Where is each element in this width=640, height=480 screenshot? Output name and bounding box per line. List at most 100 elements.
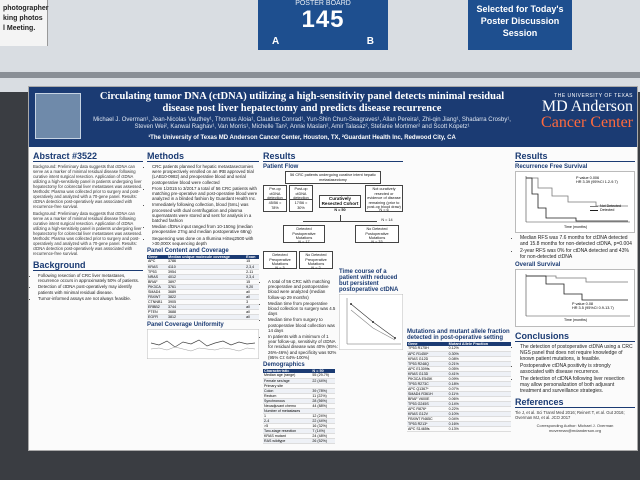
table-row: Median age (range) 55 (29-79): [263, 373, 335, 379]
table-cell: TP53 G245S: [407, 401, 448, 407]
table-cell: Neoadjuvant chemo: [263, 403, 312, 409]
table-cell: [311, 383, 335, 389]
table-cell: KRAS mutant: [263, 433, 312, 439]
list-item: In patients with a minimum of 1 year fol…: [268, 334, 338, 360]
table-cell: TP53: [147, 269, 168, 275]
table-cell: NRAS: [147, 274, 168, 280]
table-header: Characteristic: [263, 369, 312, 374]
table-cell: 0.22%: [447, 406, 511, 412]
poster-header: Circulating tumor DNA (ctDNA) utilizing …: [29, 87, 637, 147]
table-cell: 15: [245, 259, 259, 265]
column-survival: Results Recurrence Free Survival P value…: [515, 151, 635, 446]
table-cell: 3761: [167, 284, 246, 290]
table-cell: 0.21%: [447, 361, 511, 367]
table-cell: all: [245, 304, 259, 310]
table-row: APC R1450* 0.30%: [407, 351, 511, 357]
column-results: Results Patient Flow 56 CRC patients und…: [263, 151, 404, 446]
table-cell: 1: [263, 413, 312, 419]
poster-board-label: POSTER BOARD: [295, 0, 351, 7]
poster-title: Circulating tumor DNA (ctDNA) utilizing …: [99, 91, 505, 114]
patient-flow-diagram: 56 CRC patients undergoing curative inte…: [263, 171, 403, 279]
flow-box-nodet-pre: No Detected Preoperative Mutations: [299, 251, 333, 269]
coverage-uniformity-plot: [146, 328, 260, 360]
table-cell: 7 (14%): [311, 428, 335, 434]
table-cell: PIK3CA: [147, 284, 168, 290]
table-cell: 12 (24%): [311, 413, 335, 419]
rfs-list: Median RFS was 7.6 months for ctDNA dete…: [520, 235, 635, 260]
flow-box-top: 56 CRC patients undergoing curative inte…: [285, 171, 381, 184]
table-cell: 24 (48%): [311, 433, 335, 439]
methods-heading: Methods: [147, 151, 259, 162]
table-row: KRAS G12V 0.10%: [407, 411, 511, 417]
list-item: The detection of postoperative ctDNA usi…: [520, 344, 635, 362]
table-cell: BRAF V600E: [407, 396, 448, 402]
table-cell: 0.10%: [447, 411, 511, 417]
table-cell: 3: [245, 299, 259, 305]
list-item: The detection of ctDNA following liver r…: [520, 376, 635, 394]
table-cell: 0.30%: [447, 351, 511, 357]
table-cell: 0.14%: [447, 401, 511, 407]
table-cell: 0.05%: [447, 366, 511, 372]
references-body: Tie J, et al. Sci Transl Med 2016; Reine…: [515, 410, 625, 420]
table-row: 1 12 (24%): [263, 413, 335, 419]
methods-list: CRC patients planned for hepatic metasta…: [152, 164, 259, 246]
table-cell: all: [245, 289, 259, 295]
os-stats: P value 0.08 HR 3.5 (95%CI 0.9-13.7): [572, 302, 614, 310]
abstract-body-cont: Background: Preliminary data suggests th…: [33, 211, 143, 256]
table-cell: TP53 R273C: [407, 381, 448, 387]
table-cell: EGFR: [147, 314, 168, 320]
list-item: Median cfDNA input ranged from 10-150ng …: [152, 224, 259, 234]
table-header: Gene: [407, 342, 448, 346]
table-cell: ERBB2: [147, 304, 168, 310]
table-row: EGFR 3812 all: [147, 314, 259, 320]
table-row: APC S1465fs 0.13%: [407, 426, 511, 432]
table-row: BRAF V600E 0.06%: [407, 396, 511, 402]
conclusions-list: The detection of postoperative ctDNA usi…: [520, 344, 635, 394]
table-cell: all: [245, 309, 259, 315]
table-row: TP53 R248Q 0.21%: [407, 361, 511, 367]
table-row: Rectum 11 (22%): [263, 393, 335, 399]
table-row: APC E1309fs 0.05%: [407, 366, 511, 372]
table-row: NRAS 4012 2,3,4: [147, 274, 259, 280]
table-cell: Colon: [263, 388, 312, 394]
os-curve: P value 0.08 HR 3.5 (95%CI 0.9-13.7) Tim…: [515, 269, 635, 327]
table-cell: all: [245, 294, 259, 300]
legend-label: Detected: [600, 208, 615, 212]
table-cell: Two-stage resection: [263, 428, 312, 434]
table-cell: APC E1309fs: [407, 366, 448, 372]
md-anderson-logo: THE UNIVERSITY OF TEXAS MD Anderson Canc…: [523, 93, 633, 139]
wall-background: photographer king photos l Meeting. POST…: [0, 0, 640, 92]
table-cell: 26 (52%): [311, 438, 335, 444]
table-row: Primary site: [263, 383, 335, 389]
flow-box-postop-count: 17/56 = 30%: [289, 199, 313, 212]
table-cell: 9,20: [245, 284, 259, 290]
table-row: TP53 G245S 0.14%: [407, 401, 511, 407]
table-cell: 2-4: [263, 418, 312, 424]
table-cell: 0.07%: [447, 386, 511, 392]
panel-table-heading: Panel Content and Coverage: [147, 248, 229, 255]
table-header: Exon: [245, 255, 259, 260]
flow-box-cohort: Curatively Resected Cohort: [319, 195, 361, 208]
table-cell: APC Q1367*: [407, 386, 448, 392]
table-cell: >5: [263, 423, 312, 429]
table-row: PTEN 3688 all: [147, 309, 259, 315]
table-cell: 2,3,4: [245, 274, 259, 280]
logo-md-anderson: MD Anderson: [541, 98, 633, 115]
flow-not-detected-n: N = 33: [371, 240, 383, 244]
list-item: Sequencing was done on a Illumina HiSeq2…: [152, 236, 259, 246]
table-cell: [311, 408, 335, 414]
table-cell: 3688: [167, 309, 246, 315]
background-heading: Background: [33, 260, 143, 271]
table-cell: 22 (44%): [311, 418, 335, 424]
table-cell: 0.13%: [447, 426, 511, 432]
left-sign: photographer king photos l Meeting.: [0, 0, 49, 46]
table-row: 2-4 22 (44%): [263, 418, 335, 424]
time-course-plot: [338, 293, 404, 351]
rfs-x-label: Time (months): [564, 225, 588, 229]
mutations-table: Gene Mutant Allele Fraction TP53 R175H 0.…: [407, 342, 511, 432]
table-cell: Rectum: [263, 393, 312, 399]
board-letter-a: A: [272, 36, 280, 47]
table-cell: APC: [147, 259, 168, 265]
table-cell: PTEN: [147, 309, 168, 315]
table-cell: Primary site: [263, 383, 312, 389]
